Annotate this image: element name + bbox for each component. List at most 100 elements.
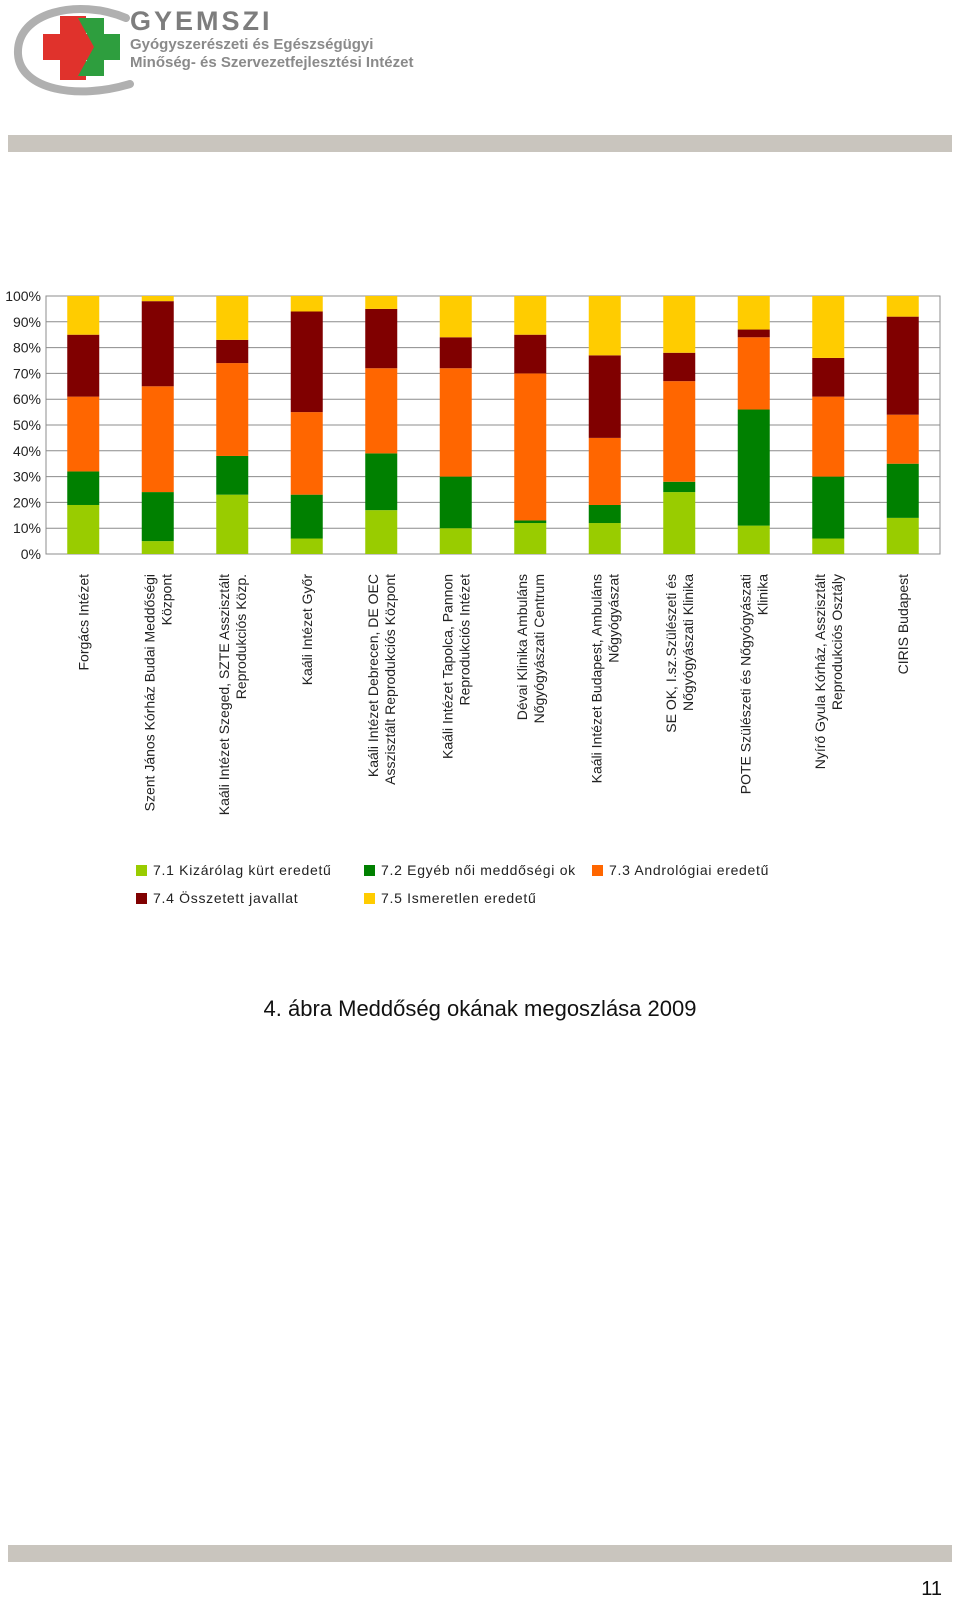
brand-name: GYEMSZI [130,6,273,36]
bar-segment [886,296,919,317]
document-header: GYEMSZI Gyógyszerészeti és Egészségügyi … [0,0,960,130]
bar-segment [67,504,100,554]
category-label-line: Kaáli Intézet Szeged, SZTE Asszisztált [216,574,232,815]
bar-segment [365,510,398,554]
legend-swatch [364,892,375,904]
bar-segment [141,386,174,493]
page-number: 11 [921,1578,942,1600]
category-label-line: Szent János Kórház Budai Meddőségi [141,574,157,811]
bar-segment [886,463,919,518]
category-label-line: Asszisztált Reprodukciós Központ [382,574,398,785]
gyemszi-logo [13,5,134,96]
bar-segment [886,517,919,554]
bar-segment [588,523,621,554]
bar-segment [216,494,249,554]
category-label: Nyírő Gyula Kórház, AsszisztáltReprodukc… [812,574,845,769]
y-tick-label: 50% [13,417,41,433]
legend-label: 7.1 Kizárólag kürt eredetű [153,862,332,878]
bar-segment [514,334,547,374]
y-tick-label: 90% [13,314,41,330]
category-label-line: Reprodukciós Közp. [233,574,249,699]
bar-segment [290,494,323,539]
y-tick-label: 30% [13,469,41,485]
y-tick-label: 10% [13,520,41,536]
y-tick-label: 40% [13,443,41,459]
bar-segment [737,296,770,330]
bar-segment [514,520,547,524]
bar-segment [439,476,472,529]
legend-item: 7.3 Andrológiai eredetű [592,862,769,878]
chart-legend: 7.1 Kizárólag kürt eredetű 7.2 Egyéb női … [136,862,836,922]
bar-segment [439,337,472,369]
legend-label: 7.4 Összetett javallat [153,890,299,906]
bar-segment [141,541,174,554]
bar-segment [737,329,770,338]
bar-segment [588,504,621,524]
bar-segment [439,368,472,477]
bar-segment [67,396,100,472]
category-label-line: Kaáli Intézet Budapest, Ambuláns [588,574,604,783]
category-label: Kaáli Intézet Budapest, AmbulánsNőgyógyá… [588,574,621,783]
bar-segment [67,334,100,397]
bar-segment [588,355,621,438]
legend-label: 7.2 Egyéb női meddőségi ok [381,862,576,878]
bar-segment [290,412,323,495]
bar-segment [663,296,696,353]
bar-segment [886,414,919,464]
bar-segment [514,523,547,554]
category-label: Kaáli Intézet Szeged, SZTE AsszisztáltRe… [216,574,249,815]
legend-item: 7.2 Egyéb női meddőségi ok [364,862,576,878]
bar-segment [812,296,845,358]
header-divider-bar [8,135,952,152]
legend-swatch [364,864,375,876]
y-tick-label: 80% [13,340,41,356]
y-tick-label: 20% [13,494,41,510]
bar-segment [514,296,547,335]
bar-segment [737,337,770,410]
category-label-line: SE OK, I.sz.Szülészeti és [663,574,679,733]
category-label-line: Központ [158,574,174,625]
category-label-line: Dévai Klinika Ambuláns [514,574,530,720]
category-label: CIRIS Budapest [895,574,911,674]
legend-swatch [592,864,603,876]
bar-segment [290,311,323,413]
category-label-line: Forgács Intézet [75,574,91,671]
legend-item: 7.4 Összetett javallat [136,890,298,906]
bar-segment [812,357,845,397]
bar-segment [663,381,696,482]
y-tick-label: 70% [13,365,41,381]
bar-segment [141,492,174,542]
bar-segment [365,453,398,511]
legend-label: 7.3 Andrológiai eredetű [609,862,770,878]
bar-segment [365,296,398,309]
category-label-line: Reprodukciós Osztály [829,574,845,710]
category-label: Szent János Kórház Budai MeddőségiKözpon… [141,574,174,811]
bar-segment [365,308,398,369]
y-tick-label: 60% [13,391,41,407]
bar-segment [290,296,323,312]
bar-segment [812,538,845,554]
category-label-line: Kaáli Intézet Győr [299,574,315,686]
footer-divider-bar [8,1545,952,1562]
bar-segment [216,455,249,495]
bar-segment [290,538,323,554]
category-label-line: Nőgyógyászat [605,574,621,663]
bar-segment [663,481,696,493]
category-label-line: CIRIS Budapest [895,574,911,674]
category-label-line: Kaáli Intézet Debrecen, DE OEC [365,574,381,777]
category-label: Kaáli Intézet Győr [299,574,315,686]
bar-segment [812,476,845,539]
bar-segment [67,471,100,505]
bar-segment [365,368,398,454]
bar-segment [141,301,174,387]
bar-segment [812,396,845,477]
bar-segment [439,528,472,554]
brand-subtitle-line-2: Minőség- és Szervezetfejlesztési Intézet [130,54,414,71]
bar-segment [67,296,100,335]
bar-segment [663,352,696,382]
bar-segment [663,492,696,554]
bar-segment [216,363,249,456]
brand-subtitle-line-1: Gyógyszerészeti és Egészségügyi [130,36,374,53]
bar-segment [737,409,770,526]
y-tick-label: 0% [21,546,41,562]
